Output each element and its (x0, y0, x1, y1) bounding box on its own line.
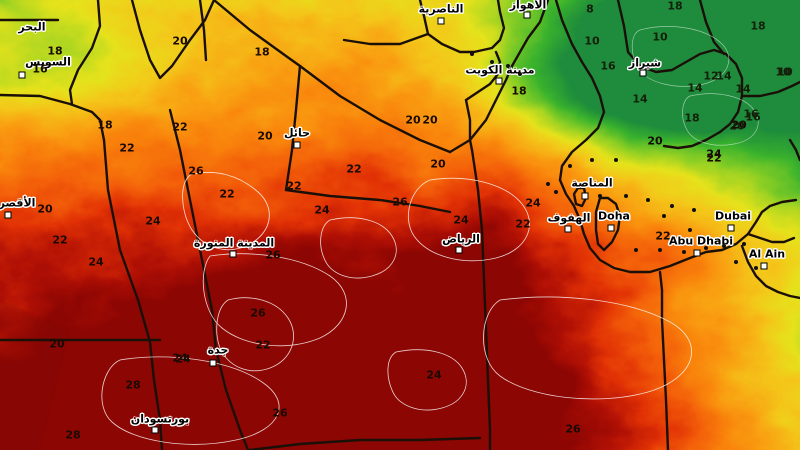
station-dot-icon (670, 204, 674, 208)
station-dot-icon (518, 72, 522, 76)
station-dot-icon (634, 248, 638, 252)
station-dot-icon (682, 250, 686, 254)
city-marker-icon (581, 192, 589, 200)
station-dot-icon (470, 52, 474, 56)
station-dot-icon (722, 244, 726, 248)
city-marker-icon (455, 246, 463, 254)
station-dot-icon (624, 194, 628, 198)
station-dot-icon (568, 164, 572, 168)
station-dot-icon (692, 208, 696, 212)
station-dot-icon (742, 242, 746, 246)
city-marker-icon (693, 249, 701, 257)
station-dot-icon (546, 182, 550, 186)
city-marker-icon (437, 17, 445, 25)
station-dot-icon (646, 198, 650, 202)
station-dot-icon (490, 60, 494, 64)
station-dot-icon (688, 228, 692, 232)
station-dot-icon (614, 158, 618, 162)
city-marker-icon (760, 262, 768, 270)
city-marker-icon (523, 11, 531, 19)
city-marker-icon (151, 426, 159, 434)
city-marker-icon (293, 141, 301, 149)
city-marker-icon (727, 224, 735, 232)
station-dot-icon (662, 214, 666, 218)
station-dot-icon (598, 194, 602, 198)
city-marker-icon (495, 77, 503, 85)
city-marker-icon (607, 224, 615, 232)
city-marker-icon (18, 71, 26, 79)
city-marker-icon (4, 211, 12, 219)
city-marker-icon (209, 359, 217, 367)
station-dot-icon (506, 64, 510, 68)
city-marker-icon (639, 69, 647, 77)
station-dot-icon (754, 266, 758, 270)
station-dot-icon (734, 260, 738, 264)
station-dot-icon (658, 248, 662, 252)
station-dot-icon (590, 158, 594, 162)
city-marker-icon (564, 225, 572, 233)
station-dot-icon (704, 246, 708, 250)
station-dot-icon (554, 190, 558, 194)
city-marker-icon (229, 250, 237, 258)
